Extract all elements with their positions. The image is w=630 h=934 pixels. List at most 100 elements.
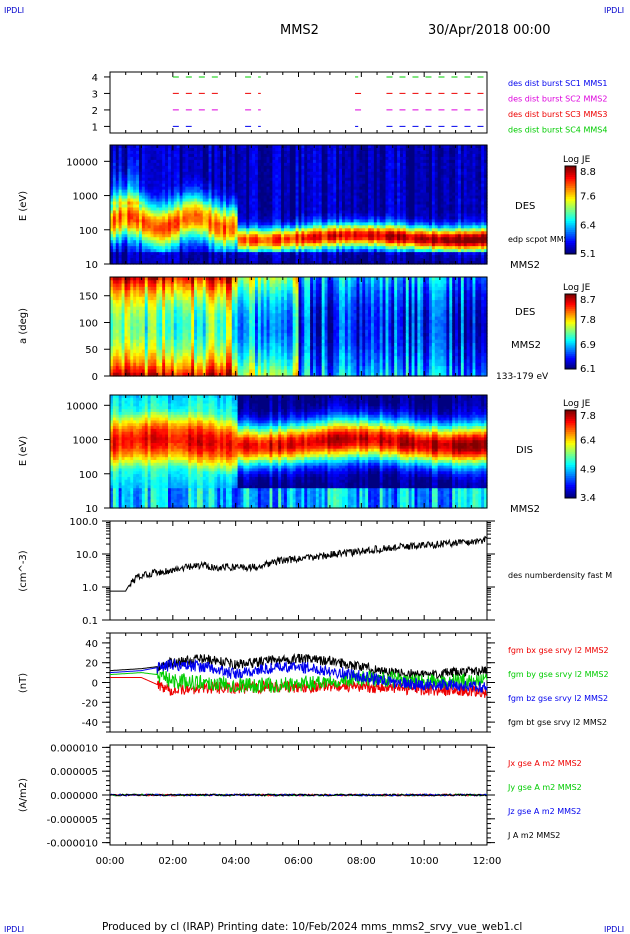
heatmap-cell [179,201,184,206]
heatmap-cell [220,168,224,173]
heatmap-cell [315,207,320,212]
heatmap-cell [414,201,418,206]
heatmap-cell [199,243,204,247]
heatmap-cell [455,171,459,176]
heatmap-cell [141,153,146,158]
heatmap-cell [405,198,410,203]
heatmap-cell [307,246,311,250]
heatmap-cell [327,243,331,247]
heatmap-cell [168,153,172,158]
heatmap-cell [110,204,114,209]
heatmap-cell [379,213,384,217]
heatmap-cell [226,216,230,220]
heatmap-cell [217,192,221,197]
heatmap-cell [292,228,297,232]
heatmap-cell [159,204,163,209]
heatmap-cell [362,219,366,223]
heatmap-cell [426,255,430,259]
heatmap-cell [376,174,381,179]
heatmap-cell [347,207,352,212]
heatmap-cell [249,183,253,188]
heatmap-cell [110,201,114,206]
heatmap-cell [310,192,314,197]
heatmap-cell [179,174,184,179]
heatmap-cell [420,213,424,217]
heatmap-cell [455,204,459,209]
heatmap-cell [147,201,152,206]
heatmap-cell [342,228,346,232]
heatmap-cell [310,180,314,185]
heatmap-cell [194,177,198,182]
heatmap-cell [388,228,392,232]
heatmap-cell [371,171,375,176]
heatmap-cell [460,237,465,241]
heatmap-cell [315,261,320,265]
heatmap-cell [443,237,447,241]
heatmap-cell [252,210,256,215]
heatmap-cell [234,255,239,259]
heatmap-cell [452,234,456,238]
heatmap-cell [359,195,363,200]
heatmap-cell [318,168,323,173]
heatmap-cell [162,198,166,203]
heatmap-cell [266,189,271,194]
heatmap-cell [394,177,398,182]
heatmap-cell [252,201,256,206]
heatmap-cell [463,213,468,217]
heatmap-cell [429,222,433,226]
heatmap-cell [162,177,166,182]
heatmap-cell [339,255,343,259]
heatmap-cell [365,156,369,161]
heatmap-cell [327,204,331,209]
heatmap-cell [426,210,430,215]
heatmap-cell [260,198,265,203]
heatmap-cell [240,189,244,194]
heatmap-cell [179,207,184,212]
heatmap-cell [257,150,262,155]
heatmap-cell [234,168,239,173]
heatmap-cell [446,252,450,256]
heatmap-cell [188,234,192,238]
heatmap-cell [368,258,372,262]
heatmap-cell [266,159,271,164]
heatmap-cell [298,204,302,209]
heatmap-cell [188,216,192,220]
heatmap-cell [191,201,195,206]
heatmap-cell [391,189,395,194]
heatmap-cell [382,231,387,235]
heatmap-cell [278,183,282,188]
heatmap-cell [165,216,169,220]
heatmap-cell [402,189,407,194]
heatmap-cell [139,186,143,191]
heatmap-cell [353,216,358,220]
heatmap-cell [292,183,297,188]
heatmap-cell [420,183,424,188]
heatmap-cell [269,240,273,244]
heatmap-cell [437,219,442,223]
heatmap-cell [431,252,436,256]
heatmap-cell [205,147,210,152]
heatmap-cell [162,237,166,241]
heatmap-cell [257,192,262,197]
heatmap-cell [376,225,381,229]
heatmap-cell [260,189,265,194]
heatmap-cell [202,195,207,200]
heatmap-cell [440,255,445,259]
heatmap-cell [382,228,387,232]
heatmap-cell [388,192,392,197]
heatmap-cell [356,168,360,173]
heatmap-cell [228,186,233,191]
heatmap-cell [217,168,221,173]
heatmap-cell [165,156,169,161]
heatmap-cell [199,219,204,223]
heatmap-cell [286,171,291,176]
heatmap-cell [121,162,126,167]
heatmap-cell [353,222,358,226]
heatmap-cell [182,231,186,235]
heatmap-cell [452,189,456,194]
heatmap-cell [173,219,178,223]
heatmap-cell [170,228,175,232]
heatmap-cell [147,237,152,241]
heatmap-cell [321,153,326,158]
heatmap-cell [371,261,375,265]
